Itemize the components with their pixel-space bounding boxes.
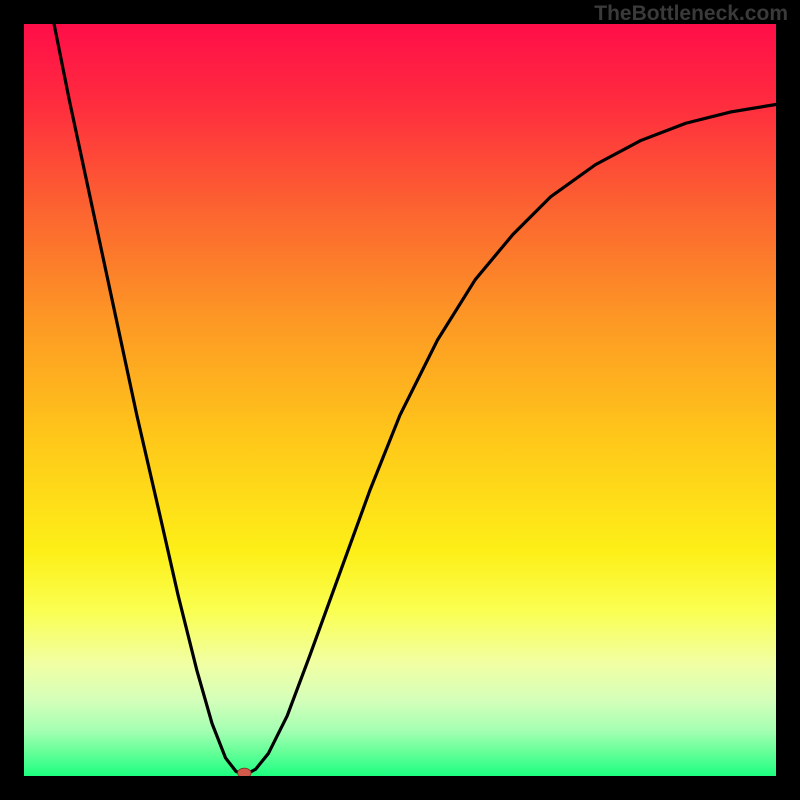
chart-frame: TheBottleneck.com	[0, 0, 800, 800]
bottleneck-curve-chart	[0, 0, 800, 800]
plot-background-gradient	[24, 24, 776, 776]
